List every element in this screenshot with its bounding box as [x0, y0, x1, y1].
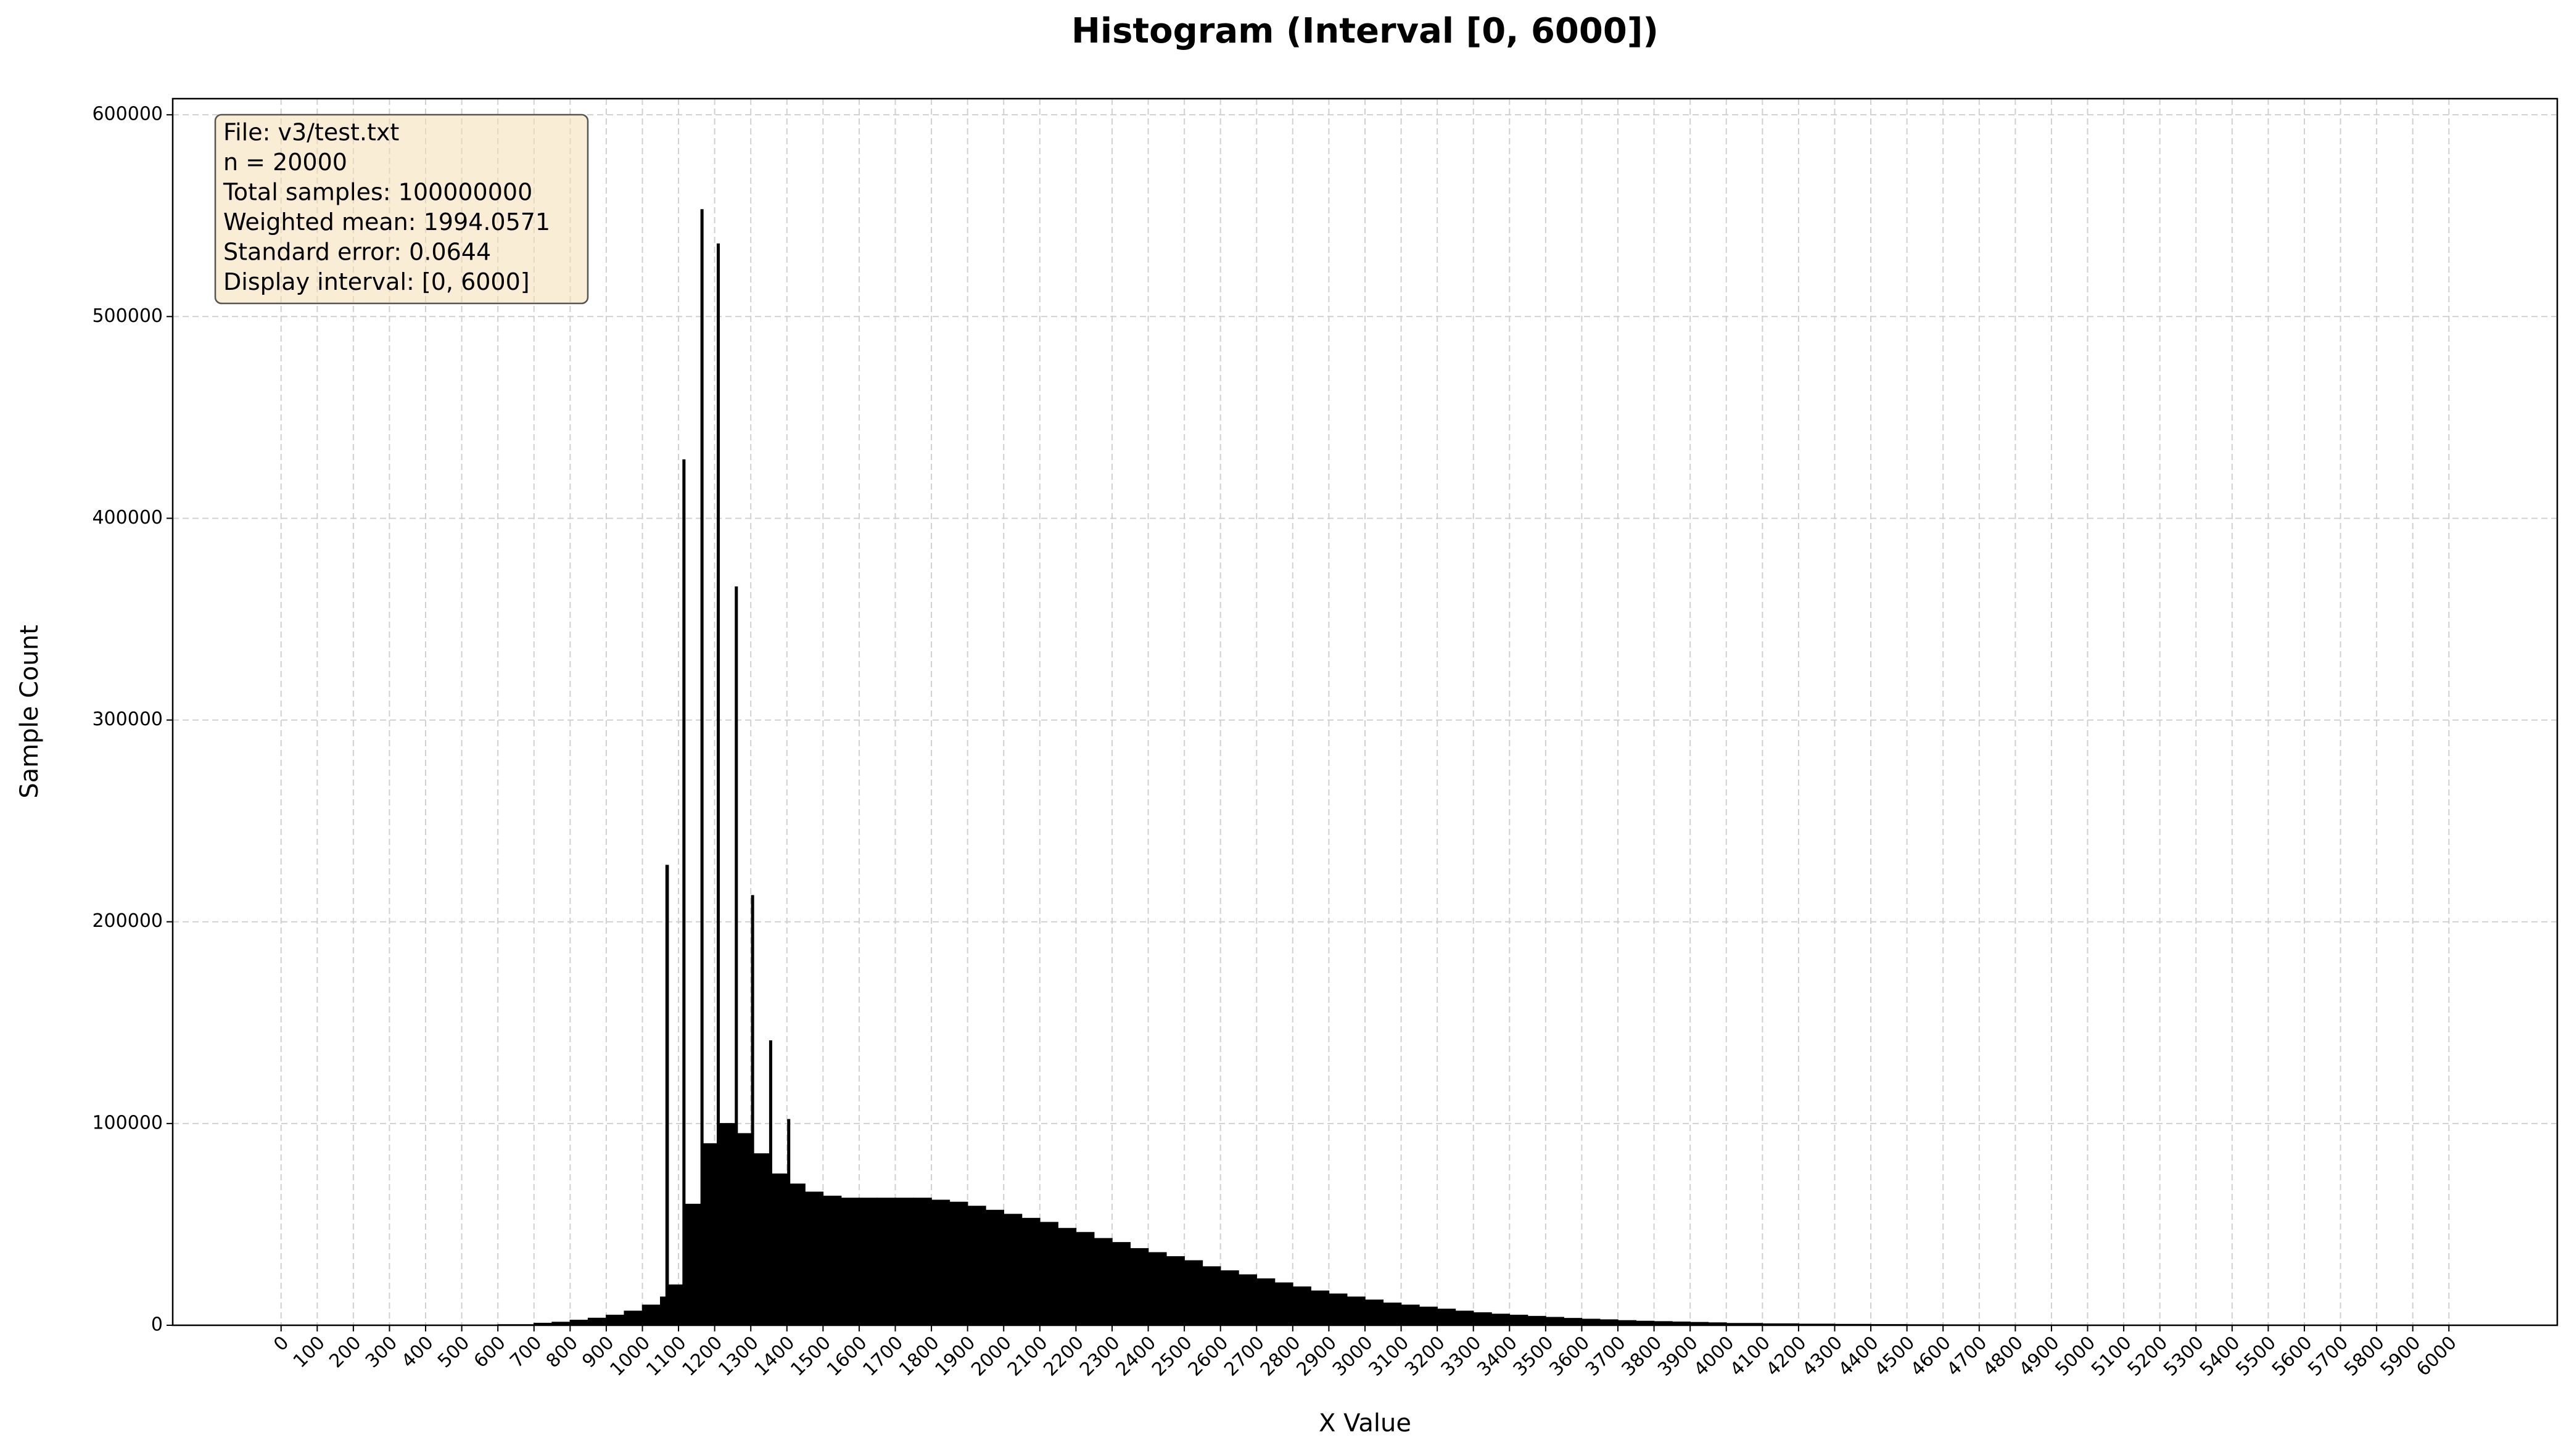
bar [949, 1201, 968, 1326]
bar [1563, 1318, 1583, 1326]
bar [719, 1123, 736, 1326]
bar [1581, 1318, 1601, 1326]
bar [1527, 1315, 1546, 1326]
y-tick-label: 200000 [92, 910, 163, 932]
bar [1599, 1319, 1619, 1326]
bar [1147, 1252, 1167, 1326]
y-axis-label: Sample Count [15, 625, 44, 798]
bar [771, 1173, 788, 1326]
bar [665, 865, 669, 1326]
bar [703, 1143, 718, 1326]
info-box-bg [214, 113, 589, 305]
bar [682, 459, 686, 1326]
y-tick-label: 400000 [92, 507, 163, 529]
y-tick-label: 100000 [92, 1112, 163, 1133]
bar [1003, 1214, 1023, 1326]
bar [1039, 1222, 1058, 1326]
bar [1400, 1304, 1420, 1326]
bar [660, 1296, 667, 1326]
bar [985, 1209, 1004, 1326]
info-line: File: v3/test.txt [223, 119, 399, 146]
bar [1491, 1314, 1511, 1326]
bar [1419, 1306, 1438, 1326]
bar [1075, 1232, 1095, 1326]
bar [1166, 1256, 1185, 1326]
bar [1382, 1302, 1402, 1326]
bar [1256, 1278, 1276, 1326]
bar [1093, 1238, 1113, 1326]
bar [753, 1153, 770, 1326]
bar [1545, 1317, 1564, 1326]
bar [1472, 1312, 1492, 1326]
bar [1346, 1296, 1366, 1326]
plot-frame [171, 97, 2559, 1326]
info-box: File: v3/test.txt n = 20000 Total samples:… [214, 113, 589, 305]
bar [641, 1304, 661, 1326]
bar [1364, 1299, 1384, 1326]
chart-title: Histogram (Interval [0, 6000]) [1071, 11, 1659, 51]
y-tick-label: 500000 [92, 305, 163, 327]
x-axis-label: X Value [1319, 1409, 1411, 1437]
info-line: Standard error: 0.0644 [223, 239, 491, 266]
bar [913, 1198, 932, 1326]
bar [1129, 1248, 1149, 1326]
bar [822, 1195, 842, 1326]
bar [859, 1198, 878, 1326]
info-line: n = 20000 [223, 149, 347, 176]
info-line: Display interval: [0, 6000] [223, 268, 530, 295]
y-tick-label: 300000 [92, 709, 163, 730]
y-tick-label: 0 [151, 1314, 163, 1336]
y-tick-label: 600000 [92, 104, 163, 125]
bar [1202, 1266, 1221, 1326]
info-line: Weighted mean: 1994.0571 [223, 208, 550, 236]
bar [1219, 1270, 1239, 1326]
bar [1437, 1309, 1456, 1326]
bar [606, 1314, 625, 1326]
bar [587, 1317, 607, 1326]
bar [1238, 1274, 1258, 1326]
bar [1292, 1286, 1311, 1326]
bar [789, 1183, 806, 1326]
bar [1021, 1217, 1041, 1326]
bar [1454, 1310, 1474, 1326]
bar [736, 1133, 753, 1326]
bar [1057, 1228, 1077, 1326]
bar [1184, 1260, 1203, 1326]
info-line: Total samples: 100000000 [223, 179, 532, 206]
bar [840, 1198, 860, 1326]
bar [967, 1206, 986, 1326]
bar [1509, 1314, 1528, 1326]
bar [667, 1284, 683, 1326]
bar [1111, 1242, 1131, 1326]
bar [1328, 1293, 1348, 1326]
bar [931, 1199, 950, 1326]
bar [1310, 1290, 1330, 1326]
bar [1274, 1282, 1293, 1326]
bar [684, 1203, 702, 1326]
bar [894, 1198, 914, 1326]
bar [804, 1191, 824, 1326]
bar [876, 1198, 896, 1326]
bar [624, 1310, 643, 1326]
